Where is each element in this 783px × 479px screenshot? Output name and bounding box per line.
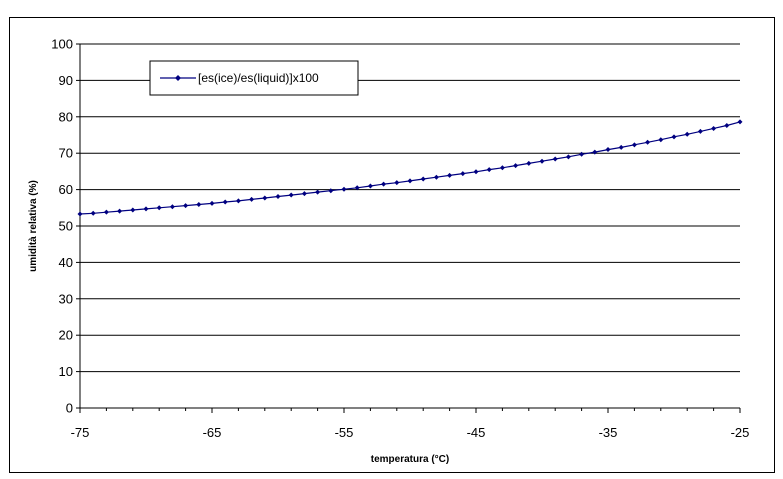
series-markers: [77, 119, 743, 217]
x-tick-label: -75: [71, 425, 90, 440]
data-point: [539, 158, 545, 164]
data-point: [684, 131, 690, 137]
y-tick-label: 100: [51, 37, 73, 52]
data-point: [275, 194, 281, 200]
data-point: [288, 192, 294, 198]
data-point: [103, 209, 109, 215]
data-point: [354, 185, 360, 191]
data-point: [631, 142, 637, 148]
data-point: [315, 189, 321, 195]
data-point: [328, 188, 334, 194]
data-point: [486, 167, 492, 173]
data-point: [671, 134, 677, 140]
data-point: [526, 160, 532, 166]
x-tick-label: -45: [467, 425, 486, 440]
data-point: [209, 200, 215, 206]
y-tick-label: 0: [66, 401, 73, 416]
x-axis-title: temperatura (°C): [371, 454, 449, 465]
data-point: [249, 196, 255, 202]
data-point: [169, 204, 175, 210]
data-point: [183, 203, 189, 209]
x-tick-label: -55: [335, 425, 354, 440]
data-point: [367, 183, 373, 189]
data-point: [222, 199, 228, 205]
data-point: [77, 211, 83, 217]
data-point: [605, 147, 611, 153]
y-axis-title: umidità relativa (%): [28, 180, 39, 272]
data-point: [156, 205, 162, 211]
x-axis-ticks: -75 -65 -55 -45 -35 -25: [71, 408, 750, 440]
data-point: [565, 154, 571, 160]
y-tick-label: 70: [59, 146, 73, 161]
data-point: [737, 119, 743, 125]
data-point: [579, 151, 585, 157]
data-point: [407, 178, 413, 184]
y-axis-ticks: 0 10 20 30 40 50 60 70 80 90 100: [51, 37, 80, 416]
data-point: [90, 210, 96, 216]
data-point: [381, 181, 387, 187]
y-tick-label: 10: [59, 364, 73, 379]
data-point: [552, 156, 558, 162]
data-point: [658, 137, 664, 143]
data-point: [460, 171, 466, 177]
series-line: [79, 121, 741, 215]
data-point: [143, 206, 149, 212]
data-point: [724, 123, 730, 129]
data-point: [235, 198, 241, 204]
data-point: [130, 207, 136, 213]
data-point: [645, 139, 651, 145]
data-point: [117, 208, 123, 214]
data-point: [618, 144, 624, 150]
data-point: [341, 186, 347, 192]
y-tick-label: 20: [59, 328, 73, 343]
chart-frame: [9, 17, 775, 473]
y-tick-label: 30: [59, 291, 73, 306]
x-tick-label: -25: [731, 425, 750, 440]
legend: [es(ice)/es(liquid)]x100: [149, 60, 359, 96]
data-point: [499, 165, 505, 171]
data-point: [697, 128, 703, 134]
x-tick-label: -35: [599, 425, 618, 440]
data-point: [420, 176, 426, 182]
y-tick-label: 50: [59, 219, 73, 234]
data-point: [447, 172, 453, 178]
data-point: [433, 174, 439, 180]
y-tick-label: 90: [59, 73, 73, 88]
data-point: [301, 191, 307, 197]
data-point: [592, 149, 598, 155]
x-tick-label: -65: [203, 425, 222, 440]
data-point: [513, 163, 519, 169]
legend-label: [es(ice)/es(liquid)]x100: [198, 71, 319, 85]
data-point: [262, 195, 268, 201]
y-tick-label: 60: [59, 182, 73, 197]
y-tick-label: 40: [59, 255, 73, 270]
data-point: [196, 202, 202, 208]
y-tick-label: 80: [59, 109, 73, 124]
legend-marker: [175, 75, 181, 81]
data-point: [473, 169, 479, 175]
data-point: [394, 180, 400, 186]
data-point: [711, 125, 717, 131]
